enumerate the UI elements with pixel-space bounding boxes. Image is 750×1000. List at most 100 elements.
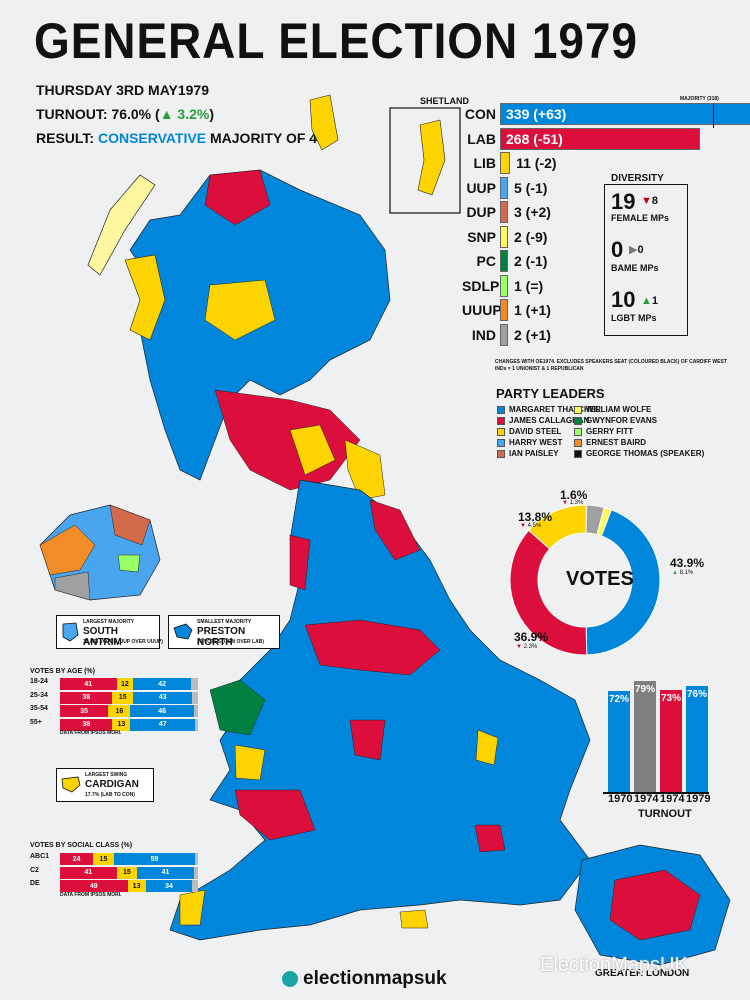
seat-party-label: SNP — [467, 228, 496, 245]
demographic-segment-lab: 38 — [60, 718, 113, 731]
seat-party-label: LAB — [467, 130, 496, 147]
skye-lib-region — [124, 254, 166, 341]
cardigan-shape-icon — [61, 776, 81, 793]
snp-vote-share: 1.6% — [560, 488, 588, 502]
demographic-segment-con: 42 — [133, 678, 192, 690]
largest-majority-label: LARGEST MAJORITY — [83, 619, 135, 625]
page-title: GENERAL ELECTION 1979 — [34, 13, 638, 69]
leader-item: HARRY WEST — [497, 438, 562, 447]
cumbria-lab-region — [289, 534, 311, 591]
demographic-category-label: C2 — [30, 866, 39, 874]
seat-row-uuup: UUUP 1 (+1) — [462, 299, 551, 321]
demographic-segment-lab: 41 — [60, 866, 117, 879]
seat-row-con: CON 339 (+63) — [462, 103, 750, 125]
turnout-bar — [634, 681, 656, 792]
demographic-segment-lib: 15 — [116, 866, 138, 879]
northeast-lab-region — [369, 499, 421, 561]
leader-swatch — [574, 427, 582, 436]
turnout-close: ) — [209, 106, 215, 122]
demographic-segment-con: 46 — [130, 705, 194, 717]
demographic-segment-con: 41 — [137, 866, 194, 879]
demographic-segment-other — [191, 678, 198, 690]
north-england-lab-region — [304, 619, 441, 676]
seat-party-label: SDLP — [462, 277, 500, 294]
demographic-bar-row: 49 13 34 — [60, 880, 198, 892]
brand-logo-icon — [282, 971, 298, 987]
age-chart-note: DATA FROM IPSOS MORI. — [60, 730, 122, 736]
leader-item: ERNEST BAIRD — [574, 438, 646, 447]
leader-swatch — [574, 449, 582, 458]
leaders-title: PARTY LEADERS — [496, 386, 605, 401]
largest-majority-detail: 38,868 VOTES (UUP OVER UUUP) — [83, 639, 163, 645]
seat-value: 5 (-1) — [514, 179, 548, 196]
highland-lib-region — [204, 279, 276, 341]
seat-row-lab: LAB 268 (-51) — [462, 127, 700, 150]
strathclyde-lab-region — [214, 389, 361, 491]
turnout-value-label: 73% — [661, 692, 682, 704]
seat-bar — [500, 152, 511, 174]
majority-label: MAJORITY (318) — [680, 96, 719, 102]
demographic-segment-lib: 13 — [112, 718, 131, 731]
bame-change: ▶0 — [629, 244, 644, 256]
demographic-segment-lib: 12 — [116, 678, 134, 690]
seat-value: 3 (+2) — [514, 204, 551, 220]
largest-swing-detail: 17.7% (LAB TO CON) — [85, 792, 135, 798]
turnout-line: TURNOUT: 76.0% (▲ 3.2%) — [36, 106, 214, 122]
leader-item: GWYNFOR EVANS — [574, 416, 657, 425]
seat-party-label: UUUP — [462, 302, 502, 318]
result-prefix: RESULT: — [36, 130, 95, 146]
leader-swatch — [497, 405, 505, 414]
seat-bar — [500, 127, 700, 150]
lgbt-label: LGBT MPs — [611, 313, 657, 323]
wales-plaid-region — [209, 679, 266, 736]
inner-london-lab-region — [609, 869, 701, 941]
demographic-bar-row: 41 15 41 — [60, 866, 198, 879]
diversity-title: DIVERSITY — [609, 173, 666, 184]
demographic-segment-lab: 35 — [60, 705, 109, 717]
leader-swatch — [497, 438, 505, 447]
majority-line — [713, 104, 714, 128]
donut-slice-con — [585, 509, 661, 656]
bame-label: BAME MPs — [611, 263, 659, 273]
leader-name: HARRY WEST — [509, 438, 563, 447]
demographic-bar-row: 38 13 47 — [60, 718, 198, 731]
leader-name: ERNEST BAIRD — [586, 438, 647, 447]
class-chart-note: DATA FROM IPSOS MORI. — [60, 892, 122, 898]
leader-item: GEORGE THOMAS (SPEAKER) — [574, 449, 704, 458]
lab-vote-share: 36.9% — [514, 630, 549, 644]
demographic-bar-row: 41 12 42 — [60, 678, 198, 690]
seat-bar — [500, 250, 508, 272]
demographic-segment-other — [193, 705, 198, 717]
turnout-value-label: 76% — [687, 688, 708, 700]
ni-dup-region — [109, 504, 151, 546]
seat-bar — [500, 176, 508, 199]
demographic-bar-row: 24 15 59 — [60, 853, 198, 865]
class-chart-title: VOTES BY SOCIAL CLASS (%) — [30, 842, 133, 849]
demographic-segment-other — [193, 866, 198, 879]
borders-lib-region — [289, 424, 336, 476]
age-chart-title: VOTES BY AGE (%) — [30, 668, 95, 675]
turnout-value-label: 72% — [609, 694, 630, 706]
seat-row-ind: IND 2 (+1) — [462, 323, 551, 346]
seat-party-label: UUP — [466, 179, 496, 196]
western-isles — [87, 174, 156, 276]
turnout-xlabel: TURNOUT — [638, 808, 692, 820]
demographic-segment-other — [192, 880, 198, 892]
demographic-bar-row: 35 16 46 — [60, 705, 198, 717]
leader-name: JAMES CALLAGHAN — [509, 416, 590, 425]
borders-east-lib-region — [344, 439, 386, 501]
demographic-category-label: 55+ — [30, 718, 42, 726]
leader-swatch — [574, 405, 582, 414]
south-antrim-shape-icon — [62, 622, 79, 642]
seat-bar — [500, 323, 508, 346]
ni-uuup-region — [39, 524, 96, 576]
smallest-majority-box: SMALLEST MAJORITY PRESTON NORTH 29 VOTES… — [168, 615, 280, 649]
seats-note-2: INDs = 1 UNIONIST & 1 REPUBLICAN — [495, 366, 584, 372]
south-wales-lab-region — [234, 789, 316, 841]
shetland-islands — [417, 119, 446, 196]
footer-brand: electionmapsuk — [282, 968, 447, 990]
demographic-bar-row: 38 15 43 — [60, 691, 198, 704]
seat-bar — [500, 299, 508, 321]
seat-bar — [500, 274, 508, 297]
demographic-category-label: 18-24 — [30, 678, 48, 685]
